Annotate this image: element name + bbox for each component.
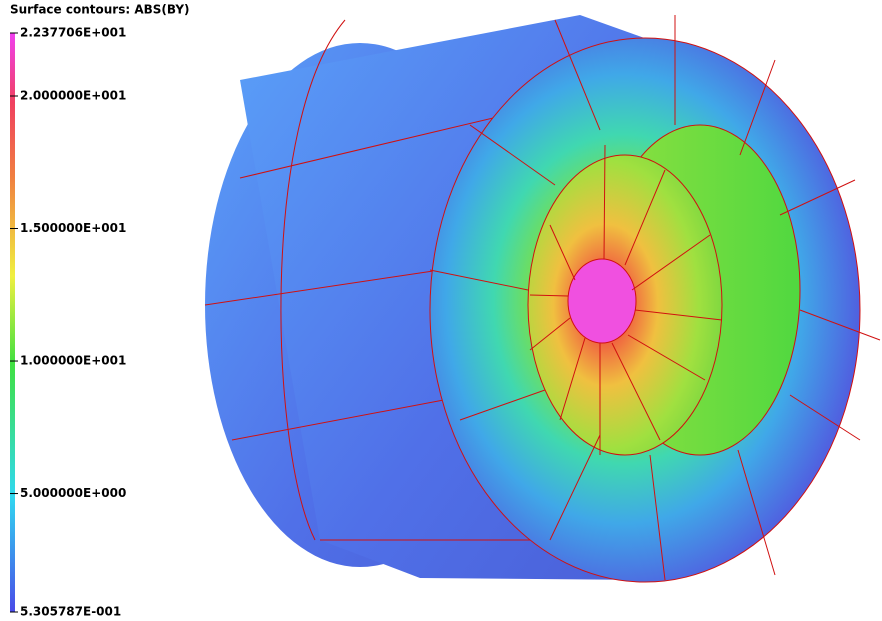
tick-label: 2.000000E+001 <box>20 88 126 102</box>
tick-label: 2.237706E+001 <box>20 26 126 40</box>
mesh-line <box>529 144 723 455</box>
tick-label: 1.500000E+001 <box>20 221 126 235</box>
tick-label: 5.305787E-001 <box>20 605 121 619</box>
tick-label: 1.000000E+001 <box>20 354 126 368</box>
core <box>567 258 637 344</box>
tick-label: 5.000000E+000 <box>20 486 126 500</box>
model <box>204 15 881 583</box>
mesh-line <box>429 15 881 581</box>
legend-ticks: 2.237706E+001 2.000000E+001 1.500000E+001 1… <box>10 26 126 619</box>
mesh-line <box>204 94 591 541</box>
color-bar <box>10 33 15 612</box>
mesh-line <box>280 19 346 541</box>
legend-title: Surface contours: ABS(BY) <box>10 3 190 17</box>
